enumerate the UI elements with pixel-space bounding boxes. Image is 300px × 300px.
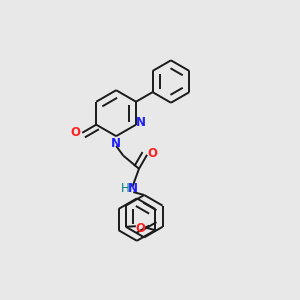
Text: O: O bbox=[136, 222, 146, 235]
Text: N: N bbox=[136, 116, 146, 129]
Text: N: N bbox=[128, 182, 137, 195]
Text: O: O bbox=[71, 126, 81, 139]
Text: H: H bbox=[121, 182, 129, 195]
Text: O: O bbox=[147, 147, 158, 160]
Text: N: N bbox=[111, 137, 121, 150]
